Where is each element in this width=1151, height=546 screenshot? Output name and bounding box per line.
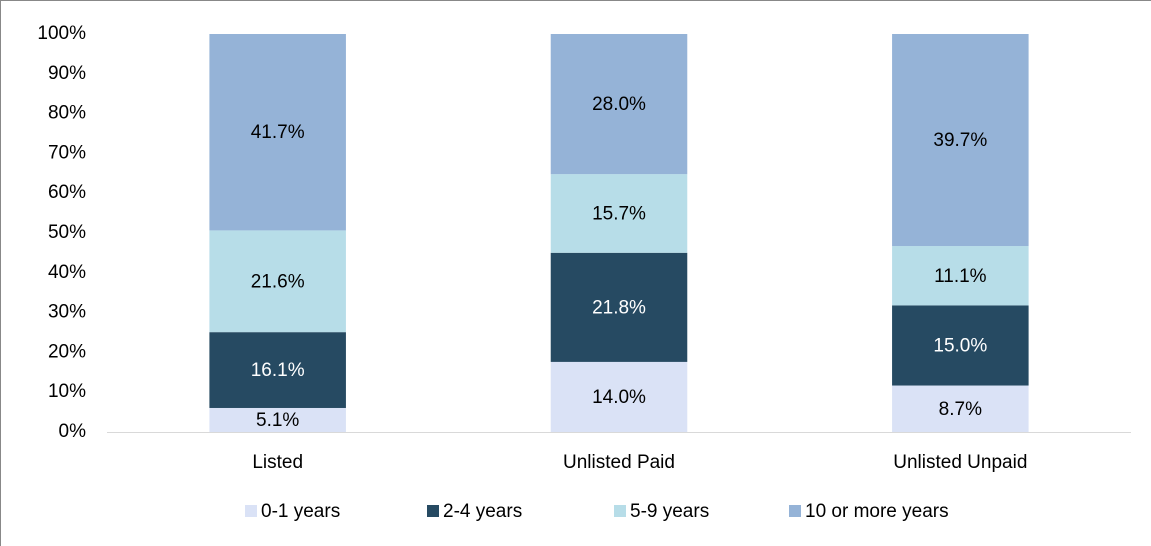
data-label: 15.0% bbox=[933, 335, 987, 356]
y-tick-label: 40% bbox=[48, 262, 86, 283]
data-label: 21.6% bbox=[251, 271, 305, 292]
legend-label: 0-1 years bbox=[261, 501, 340, 522]
legend-swatch bbox=[789, 505, 801, 517]
y-tick-label: 70% bbox=[48, 142, 86, 163]
legend-label: 10 or more years bbox=[805, 501, 949, 522]
y-tick-label: 50% bbox=[48, 222, 86, 243]
bar-segment bbox=[892, 246, 1029, 306]
data-label: 16.1% bbox=[251, 360, 305, 381]
bar-segment bbox=[550, 361, 688, 432]
y-tick-label: 90% bbox=[48, 63, 86, 84]
y-tick-label: 100% bbox=[37, 23, 86, 44]
data-label: 14.0% bbox=[592, 387, 646, 408]
x-tick-label: Unlisted Paid bbox=[563, 452, 675, 473]
data-label: 21.8% bbox=[592, 297, 646, 318]
y-tick-label: 60% bbox=[48, 182, 86, 203]
bar-segment bbox=[550, 174, 688, 253]
x-tick-label: Listed bbox=[252, 452, 303, 473]
data-label: 39.7% bbox=[933, 130, 987, 151]
y-tick-label: 80% bbox=[48, 103, 86, 124]
bar-segment bbox=[892, 305, 1029, 386]
y-tick-label: 20% bbox=[48, 341, 86, 362]
x-tick-label: Unlisted Unpaid bbox=[893, 452, 1027, 473]
legend-swatch bbox=[245, 505, 257, 517]
bar-segment bbox=[550, 252, 688, 362]
y-tick-label: 30% bbox=[48, 302, 86, 323]
data-label: 28.0% bbox=[592, 94, 646, 115]
data-label: 15.7% bbox=[592, 203, 646, 224]
data-label: 41.7% bbox=[251, 122, 305, 143]
y-tick-label: 10% bbox=[48, 381, 86, 402]
data-label: 5.1% bbox=[256, 410, 299, 431]
bar-segment bbox=[209, 332, 346, 408]
legend-label: 5-9 years bbox=[630, 501, 709, 522]
legend-swatch bbox=[614, 505, 626, 517]
y-tick-label: 0% bbox=[59, 421, 87, 442]
bar-segment bbox=[209, 230, 346, 333]
bar-segment bbox=[892, 385, 1029, 432]
legend-swatch bbox=[427, 505, 439, 517]
bar-segment bbox=[550, 34, 688, 175]
data-label: 8.7% bbox=[939, 399, 982, 420]
bar-segment bbox=[209, 407, 346, 432]
bar-segment bbox=[209, 34, 346, 231]
bar-segment bbox=[892, 34, 1029, 247]
data-label: 11.1% bbox=[934, 266, 987, 287]
legend-label: 2-4 years bbox=[443, 501, 522, 522]
